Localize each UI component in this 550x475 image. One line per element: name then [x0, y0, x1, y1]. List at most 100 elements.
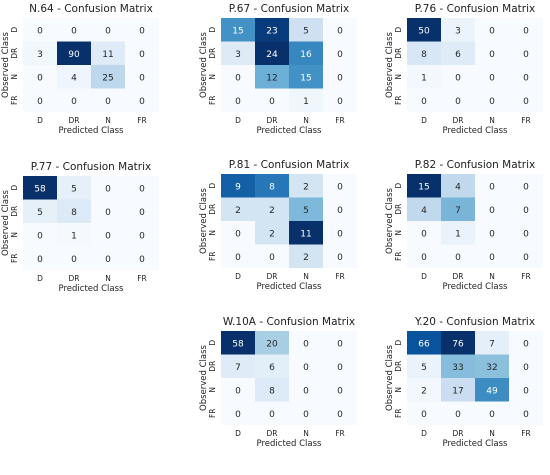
x-tick-label: DR — [267, 429, 278, 438]
cell-value-label: 0 — [235, 386, 241, 396]
heatmap-cell — [221, 88, 255, 112]
heatmap-cell — [91, 65, 125, 89]
heatmap-cell — [509, 197, 543, 221]
heatmap-panel: P.76 - Confusion Matrix 50 3 0 0 8 6 0 0 1 0 0 0 0 0 0 0… — [385, 3, 543, 136]
cell-value-label: 11 — [102, 50, 113, 60]
y-tick-label: D — [10, 185, 19, 191]
cell-value-label: 0 — [105, 97, 111, 107]
cell-value-label: 20 — [266, 339, 278, 349]
cell-value-label: 2 — [303, 253, 309, 263]
cell-value-label: 0 — [105, 26, 111, 36]
cell-value-label: 5 — [303, 26, 309, 36]
heatmap-panel: P.67 - Confusion Matrix 15 23 5 0 3 24 16 0 0 12 15… — [199, 3, 357, 136]
heatmap-cell — [91, 176, 125, 200]
cell-value-label: 0 — [337, 206, 343, 216]
y-tick-label: DR — [10, 48, 19, 59]
heatmap-cell — [289, 378, 323, 402]
heatmap-cell — [475, 41, 509, 65]
cell-value-label: 0 — [235, 229, 241, 239]
heatmap-cell — [23, 18, 57, 42]
x-axis-label: Predicted Class — [443, 126, 509, 136]
heatmap-cell — [221, 244, 255, 268]
heatmap-cell — [221, 18, 255, 42]
cell-value-label: 0 — [71, 255, 77, 265]
cell-value-label: 0 — [523, 50, 529, 60]
x-tick-label: DR — [69, 116, 80, 125]
cell-value-label: 0 — [235, 73, 241, 83]
heatmap-cell — [23, 223, 57, 247]
cell-value-label: 0 — [421, 97, 427, 107]
cell-value-label: 4 — [421, 206, 427, 216]
heatmap-cell — [475, 65, 509, 89]
heatmap-cell — [441, 331, 475, 355]
cell-value-label: 0 — [37, 255, 43, 265]
heatmap-cell — [91, 88, 125, 112]
x-tick-label: D — [421, 272, 427, 281]
cell-value-label: 2 — [303, 182, 309, 192]
cell-value-label: 58 — [232, 339, 244, 349]
cell-value-label: 0 — [421, 229, 427, 239]
heatmap-cell — [289, 65, 323, 89]
heatmap-cell — [23, 41, 57, 65]
panel-title: P.81 - Confusion Matrix — [229, 159, 349, 171]
heatmap-cell — [221, 401, 255, 425]
cell-value-label: 0 — [71, 26, 77, 36]
heatmap-cell — [255, 331, 289, 355]
heatmap-cell — [23, 176, 57, 200]
x-tick-label: FR — [137, 274, 147, 283]
cell-value-label: 0 — [139, 50, 145, 60]
heatmap-panel: P.81 - Confusion Matrix 9 8 2 0 2 2 5 0 0 2 11 0 0 0 2 0… — [199, 159, 357, 292]
cell-value-label: 0 — [489, 73, 495, 83]
heatmap-cell — [91, 199, 125, 223]
y-axis-label: Observed Class — [1, 31, 11, 98]
heatmap-cell — [255, 174, 289, 198]
x-tick-label: N — [303, 116, 309, 125]
y-axis-label: Observed Class — [385, 31, 395, 98]
heatmap-cell — [323, 174, 357, 198]
y-tick-label: N — [10, 232, 19, 238]
heatmap-panel: N.64 - Confusion Matrix 0 0 0 0 3 90 11 0 0 4 25 0 0 0… — [1, 3, 159, 136]
cell-value-label: 15 — [300, 73, 311, 83]
cell-value-label: 0 — [523, 386, 529, 396]
cell-value-label: 7 — [455, 206, 461, 216]
cell-value-label: 0 — [337, 182, 343, 192]
heatmap-cell — [323, 88, 357, 112]
heatmap-cell — [407, 354, 441, 378]
heatmap-cell — [407, 18, 441, 42]
heatmap-cell — [475, 18, 509, 42]
y-tick-label: FR — [394, 408, 403, 418]
cell-value-label: 76 — [452, 339, 464, 349]
cell-value-label: 0 — [523, 206, 529, 216]
x-tick-label: FR — [521, 116, 531, 125]
cell-value-label: 0 — [489, 26, 495, 36]
heatmap-cell — [509, 221, 543, 245]
heatmap-cell — [475, 354, 509, 378]
heatmap-cell — [407, 41, 441, 65]
cell-value-label: 4 — [455, 182, 461, 192]
cell-value-label: 0 — [523, 73, 529, 83]
heatmap-cell — [441, 221, 475, 245]
cell-value-label: 0 — [139, 184, 145, 194]
cell-value-label: 16 — [300, 50, 312, 60]
cell-value-label: 3 — [235, 50, 241, 60]
heatmap-cell — [441, 354, 475, 378]
x-tick-label: D — [235, 429, 241, 438]
cell-value-label: 17 — [452, 386, 463, 396]
heatmap-cell — [509, 88, 543, 112]
x-tick-label: DR — [267, 272, 278, 281]
panel-title: W.10A - Confusion Matrix — [223, 316, 355, 328]
cell-value-label: 0 — [37, 231, 43, 241]
y-tick-label: N — [208, 230, 217, 236]
cell-value-label: 25 — [102, 73, 113, 83]
y-tick-label: DR — [394, 204, 403, 215]
cell-value-label: 23 — [266, 26, 277, 36]
heatmap-cell — [475, 88, 509, 112]
cell-value-label: 32 — [486, 363, 497, 373]
cell-value-label: 0 — [489, 229, 495, 239]
heatmap-cell — [221, 174, 255, 198]
cell-value-label: 2 — [269, 229, 275, 239]
heatmap-cell — [255, 65, 289, 89]
x-tick-label: N — [489, 272, 495, 281]
cell-value-label: 33 — [452, 363, 463, 373]
